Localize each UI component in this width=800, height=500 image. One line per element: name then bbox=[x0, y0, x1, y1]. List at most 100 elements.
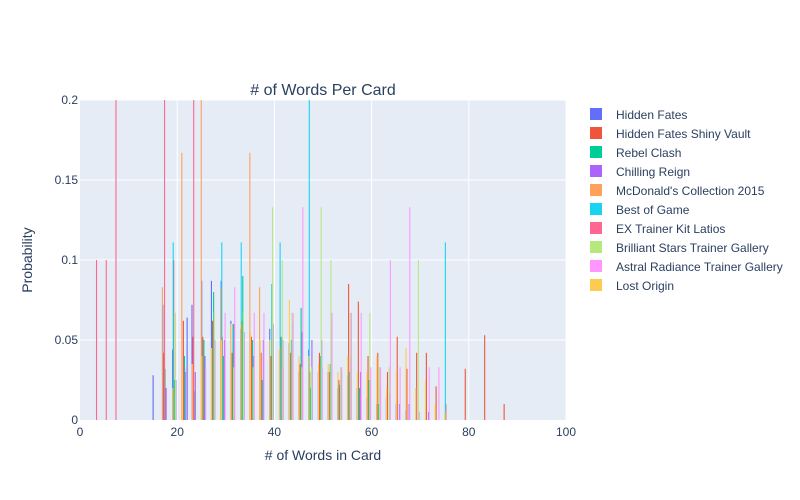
legend-item[interactable]: Hidden Fates bbox=[590, 108, 687, 122]
legend-item[interactable]: Brilliant Stars Trainer Gallery bbox=[590, 241, 769, 255]
bar bbox=[438, 367, 440, 420]
bar bbox=[348, 284, 350, 420]
bar bbox=[202, 336, 204, 420]
bar bbox=[211, 320, 214, 420]
legend-swatch bbox=[590, 146, 602, 158]
bar bbox=[250, 336, 252, 420]
x-tick-label: 40 bbox=[268, 425, 282, 439]
bar bbox=[399, 367, 401, 420]
bar bbox=[222, 356, 224, 420]
bar bbox=[105, 260, 107, 420]
bar bbox=[242, 312, 244, 420]
bar bbox=[341, 367, 343, 420]
bar bbox=[192, 336, 194, 420]
bar bbox=[444, 242, 446, 420]
bar bbox=[417, 260, 419, 420]
bar bbox=[163, 352, 165, 420]
bar bbox=[240, 324, 242, 420]
bar bbox=[249, 152, 251, 421]
series-bars bbox=[95, 100, 195, 420]
legend-label: Brilliant Stars Trainer Gallery bbox=[616, 241, 769, 255]
legend-label: Hidden Fates Shiny Vault bbox=[616, 127, 751, 141]
bar bbox=[377, 352, 379, 420]
y-tick-label: 0.2 bbox=[61, 93, 78, 107]
series-bars bbox=[174, 207, 419, 420]
bar bbox=[357, 301, 359, 420]
bar bbox=[221, 242, 223, 420]
bar bbox=[152, 375, 154, 420]
bar bbox=[349, 312, 351, 420]
y-tick-label: 0.05 bbox=[55, 333, 79, 347]
bar bbox=[281, 260, 283, 420]
bar bbox=[213, 312, 215, 420]
y-tick-label: 0.1 bbox=[61, 253, 78, 267]
bar bbox=[172, 242, 174, 420]
bar bbox=[350, 312, 352, 420]
legend-item[interactable]: Astral Radiance Trainer Gallery bbox=[590, 260, 783, 274]
legend-swatch bbox=[590, 203, 602, 215]
legend-item[interactable]: Lost Origin bbox=[590, 279, 674, 293]
series-bars bbox=[161, 100, 261, 421]
bar bbox=[360, 312, 362, 420]
bar bbox=[272, 207, 274, 420]
bar bbox=[259, 287, 261, 420]
bar bbox=[182, 320, 184, 420]
y-axis-ticks: 0 0.05 0.1 0.15 0.2 bbox=[55, 93, 79, 427]
bars bbox=[95, 100, 505, 421]
bar bbox=[164, 100, 166, 420]
legend-swatch bbox=[590, 108, 602, 120]
legend-swatch bbox=[590, 184, 602, 196]
bar bbox=[165, 388, 167, 420]
bar bbox=[115, 100, 117, 420]
bar bbox=[186, 317, 188, 420]
bar bbox=[161, 287, 163, 420]
bar bbox=[223, 340, 225, 420]
y-tick-label: 0.15 bbox=[55, 173, 79, 187]
bar bbox=[282, 367, 284, 420]
legend-label: Chilling Reign bbox=[616, 165, 690, 179]
bar bbox=[484, 335, 486, 420]
bar bbox=[366, 372, 368, 420]
bar bbox=[201, 356, 203, 420]
bar bbox=[327, 364, 329, 420]
bar bbox=[181, 372, 183, 420]
legend-item[interactable]: Chilling Reign bbox=[590, 165, 690, 179]
bar bbox=[349, 372, 351, 420]
bar bbox=[428, 412, 430, 420]
bar bbox=[331, 312, 333, 420]
bar bbox=[338, 380, 340, 420]
bar bbox=[310, 388, 312, 420]
legend: Hidden Fates Hidden Fates Shiny Vault Rebe… bbox=[590, 108, 783, 293]
legend-label: Best of Game bbox=[616, 203, 690, 217]
bar bbox=[270, 356, 272, 420]
bar bbox=[308, 356, 310, 420]
bar bbox=[185, 367, 187, 420]
bar bbox=[205, 367, 207, 420]
bar bbox=[434, 404, 436, 420]
bar bbox=[232, 324, 234, 420]
bar bbox=[378, 404, 380, 420]
legend-item[interactable]: EX Trainer Kit Latios bbox=[590, 222, 725, 236]
bar bbox=[262, 340, 264, 420]
legend-item[interactable]: Hidden Fates Shiny Vault bbox=[590, 127, 751, 141]
x-tick-label: 0 bbox=[77, 425, 84, 439]
bar bbox=[172, 388, 174, 420]
bar bbox=[211, 348, 213, 420]
bar bbox=[194, 372, 196, 420]
bar bbox=[220, 287, 222, 420]
bar bbox=[503, 404, 505, 420]
legend-item[interactable]: Rebel Clash bbox=[590, 146, 681, 160]
bar bbox=[464, 368, 466, 420]
bar bbox=[358, 388, 360, 420]
bar bbox=[259, 340, 261, 420]
bar bbox=[263, 312, 265, 420]
bar bbox=[339, 384, 341, 420]
legend-item[interactable]: Best of Game bbox=[590, 203, 690, 217]
x-tick-label: 80 bbox=[462, 425, 476, 439]
legend-item[interactable]: McDonald's Collection 2015 bbox=[590, 184, 765, 198]
bar bbox=[95, 260, 98, 420]
chart-title: # of Words Per Card bbox=[250, 82, 396, 99]
bar bbox=[359, 372, 362, 420]
bar bbox=[183, 356, 186, 420]
bar bbox=[388, 367, 390, 420]
